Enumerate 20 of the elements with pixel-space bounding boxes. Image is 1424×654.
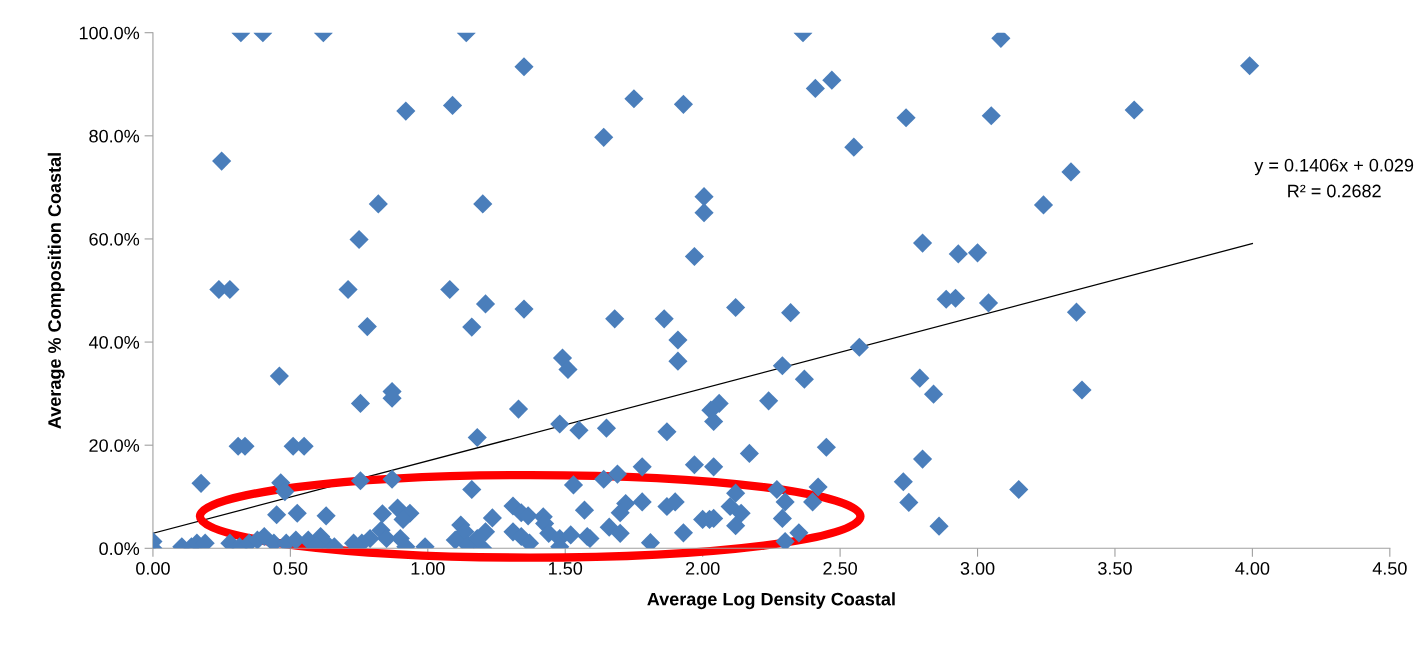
- x-tick-label: 0.00: [136, 561, 170, 575]
- x-tick-label: 1.00: [411, 561, 445, 575]
- y-tick-label: 60.0%: [89, 232, 140, 246]
- x-tick-label: 2.00: [686, 561, 720, 575]
- x-tick-label: 4.00: [1235, 561, 1270, 575]
- x-tick-label: 1.50: [549, 561, 583, 575]
- x-axis-title: Average Log Density Coastal: [647, 592, 895, 610]
- y-tick-label: 0.0%: [99, 542, 140, 556]
- x-tick-label: 3.00: [960, 561, 995, 575]
- y-tick-label: 80.0%: [89, 129, 140, 143]
- y-tick-label: 20.0%: [89, 439, 140, 452]
- y-axis-title: Average % Composition Coastal: [47, 153, 65, 429]
- annotation: R² = 0.2682: [1288, 184, 1381, 198]
- x-tick-label: 3.50: [1098, 561, 1132, 575]
- x-tick-label: 2.50: [823, 561, 857, 575]
- y-tick-label: 100.0%: [79, 26, 140, 40]
- y-tick-label: 40.0%: [88, 336, 140, 349]
- annotation: y = 0.1406x + 0.029: [1254, 158, 1414, 176]
- x-tick-label: 0.50: [273, 561, 308, 575]
- x-tick-label: 4.50: [1372, 561, 1407, 575]
